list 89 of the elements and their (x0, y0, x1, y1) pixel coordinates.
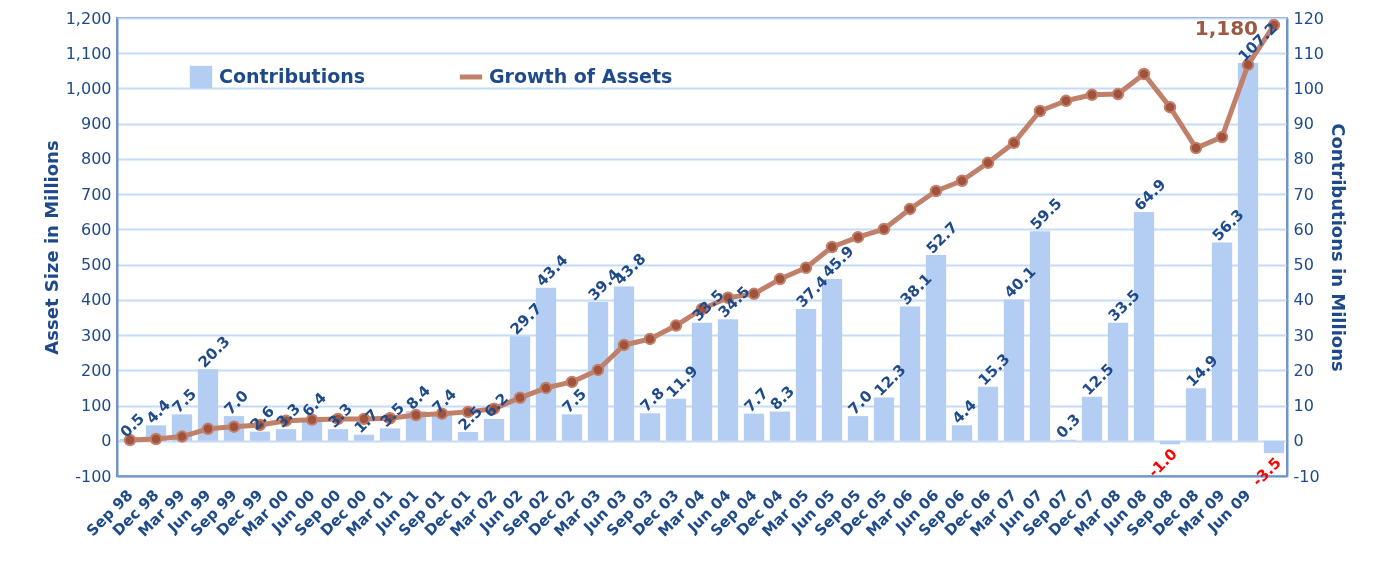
point (1085, 88, 1099, 102)
y2-tick-label: 40 (1293, 290, 1314, 310)
y-tick-label: 600 (80, 219, 112, 239)
y2-tick-label: 110 (1293, 43, 1325, 63)
bar (743, 413, 765, 441)
point (903, 202, 917, 216)
point (1059, 94, 1073, 108)
bar (561, 414, 583, 441)
point (669, 319, 683, 332)
bar (249, 431, 271, 441)
bar (483, 418, 505, 441)
point (981, 156, 995, 170)
point (201, 422, 215, 436)
bar (665, 398, 687, 441)
point (799, 261, 813, 275)
y2-tick-label: 70 (1293, 184, 1314, 204)
bar (379, 428, 401, 441)
y-tick-label: 400 (80, 290, 112, 310)
y-axis-title: Asset Size in Millions (40, 140, 62, 355)
y-tick-label: 800 (80, 149, 112, 169)
bar (873, 397, 895, 441)
bar (457, 431, 479, 441)
bar (717, 319, 739, 441)
y2-tick-label: 60 (1293, 219, 1314, 239)
point (175, 430, 189, 443)
data-label: 0.5 (116, 409, 149, 442)
bar (509, 336, 531, 441)
point (1163, 100, 1177, 114)
point (929, 184, 943, 198)
point (643, 332, 657, 346)
y-tick-label: 500 (80, 255, 112, 275)
bar (951, 425, 973, 441)
y-tick-label: 1,200 (65, 8, 112, 28)
bar (639, 413, 661, 441)
point (1111, 87, 1125, 101)
data-label: 4.4 (948, 395, 981, 428)
point (1137, 67, 1151, 81)
legend-label: Growth of Assets (489, 65, 673, 87)
y2-tick-label: 50 (1293, 255, 1314, 275)
y2-tick-label: 80 (1293, 149, 1314, 169)
bar (275, 429, 297, 441)
point (591, 363, 605, 377)
bar (353, 434, 375, 441)
legend-label: Contributions (219, 65, 366, 87)
y2-tick-label: -10 (1293, 466, 1320, 486)
y-tick-label: -100 (75, 466, 112, 486)
point (565, 375, 579, 389)
data-label: 8.3 (766, 382, 799, 414)
point (409, 408, 423, 422)
y-tick-label: 1,100 (65, 43, 112, 63)
point (1033, 104, 1047, 118)
bar (977, 386, 999, 441)
bar (1185, 388, 1207, 441)
y-tick-label: 100 (80, 396, 112, 416)
bar (1081, 396, 1103, 441)
point (539, 381, 553, 395)
point (877, 222, 891, 236)
y-tick-label: 200 (80, 360, 112, 380)
point (851, 230, 865, 244)
y2-tick-label: 100 (1293, 78, 1325, 98)
y-tick-label: 700 (80, 184, 112, 204)
bar (769, 411, 791, 441)
y2-tick-label: 0 (1293, 431, 1304, 451)
y-tick-label: 900 (80, 114, 112, 134)
y-tick-label: 1,000 (65, 78, 112, 98)
y2-axis-title: Contributions in Millions (1328, 123, 1350, 372)
point (1007, 136, 1021, 149)
y2-tick-label: 120 (1293, 8, 1325, 28)
point (1189, 141, 1203, 155)
bar (795, 309, 817, 441)
data-label: 7.5 (558, 384, 591, 417)
point (617, 338, 631, 352)
bar (1263, 440, 1285, 454)
y2-tick-label: 90 (1293, 114, 1314, 134)
data-label: 7.0 (220, 386, 253, 419)
point (773, 272, 787, 286)
y2-tick-label: 10 (1293, 396, 1314, 416)
y-tick-label: 0 (101, 431, 112, 451)
point (1215, 130, 1229, 144)
data-label: 0.3 (1052, 410, 1085, 442)
bar (847, 416, 869, 441)
y2-tick-label: 20 (1293, 360, 1314, 380)
y-tick-label: 300 (80, 325, 112, 345)
y2-tick-label: 30 (1293, 325, 1314, 345)
point (955, 174, 969, 187)
bar (327, 429, 349, 441)
data-label: 6.2 (480, 389, 513, 422)
bar (587, 301, 609, 441)
point (513, 391, 527, 405)
